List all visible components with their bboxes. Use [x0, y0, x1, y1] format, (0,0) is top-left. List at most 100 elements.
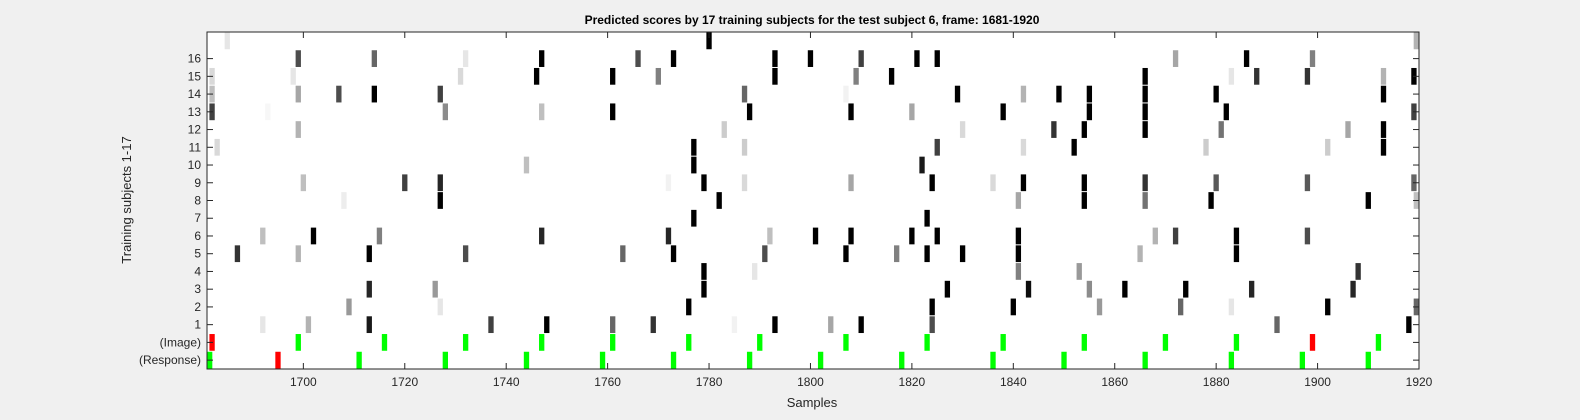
heatmap-cell: [1325, 138, 1331, 156]
heatmap-cell: [1228, 298, 1235, 316]
heatmap-cell: [1274, 316, 1280, 334]
heatmap-cell: [402, 174, 408, 192]
heatmap-cell: [691, 138, 697, 156]
heatmap-cell: [1380, 67, 1387, 85]
heatmap-cell: [371, 85, 377, 103]
heatmap-cell: [1142, 351, 1148, 369]
heatmap-cell: [1365, 351, 1371, 369]
heatmap-cell: [665, 174, 672, 192]
x-tick-label: 1840: [1000, 375, 1027, 389]
heatmap-cell: [929, 298, 935, 316]
heatmap-cell: [858, 316, 864, 334]
heatmap-cell: [610, 67, 616, 85]
heatmap-cell: [1015, 263, 1022, 280]
heatmap-cell: [1375, 334, 1382, 351]
x-tick-label: 1800: [797, 375, 824, 389]
heatmap-cell: [610, 103, 616, 121]
heatmap-cell: [1218, 121, 1224, 138]
heatmap-cell: [1345, 121, 1351, 138]
heatmap-cell: [1020, 85, 1027, 103]
heatmap-cell: [686, 298, 692, 316]
x-tick-label: 1820: [899, 375, 926, 389]
heatmap-cell: [1304, 174, 1311, 192]
heatmap-cell: [295, 121, 301, 138]
heatmap-cell: [934, 227, 940, 245]
heatmap-cell: [899, 351, 905, 369]
heatmap-cell: [523, 156, 530, 174]
plot-area: [207, 32, 1419, 369]
heatmap-cell: [701, 174, 707, 192]
heatmap-cell: [290, 67, 296, 85]
heatmap-cell: [1309, 334, 1316, 351]
heatmap-cell: [1152, 227, 1158, 245]
y-tick-label: 7: [194, 211, 201, 225]
heatmap-cell: [371, 50, 377, 67]
heatmap-cell: [437, 85, 443, 103]
heatmap-cell: [1233, 245, 1240, 263]
heatmap-cell: [1380, 138, 1387, 156]
heatmap-cell: [462, 245, 469, 263]
y-tick-label: 11: [189, 140, 202, 154]
y-tick-label: (Response): [139, 353, 201, 367]
heatmap-cell: [1076, 263, 1082, 280]
heatmap-cell: [757, 334, 763, 351]
heatmap-cell: [1380, 121, 1387, 138]
heatmap-cell: [934, 138, 940, 156]
heatmap-cell: [919, 156, 925, 174]
heatmap-cell: [260, 316, 266, 334]
y-tick-label: 9: [194, 176, 201, 190]
heatmap-cell: [539, 50, 545, 67]
heatmap-cell: [848, 174, 854, 192]
heatmap-cell: [1015, 227, 1022, 245]
heatmap-cell: [1086, 103, 1093, 121]
heatmap-cell: [828, 316, 834, 334]
heatmap-cell: [356, 351, 362, 369]
heatmap-cell: [1142, 121, 1148, 138]
y-tick-label: 12: [188, 123, 202, 137]
heatmap-cell: [665, 227, 672, 245]
heatmap-cell: [959, 245, 966, 263]
heatmap-cell: [670, 50, 677, 67]
heatmap-cell: [807, 50, 814, 67]
heatmap-cell: [620, 245, 626, 263]
heatmap-cell: [214, 138, 220, 156]
heatmap-cell: [1355, 263, 1361, 280]
heatmap-cell: [366, 316, 372, 334]
heatmap-cell: [295, 85, 301, 103]
heatmap-cell: [1233, 334, 1240, 351]
heatmap-cell: [1020, 138, 1027, 156]
heatmap-cell: [894, 245, 900, 263]
heatmap-cell: [929, 174, 935, 192]
heatmap-cell: [1086, 85, 1093, 103]
heatmap-cell: [990, 174, 996, 192]
heatmap-cell: [1142, 103, 1148, 121]
y-tick-label: 14: [188, 87, 202, 101]
heatmap-cell: [721, 121, 727, 138]
heatmap-cell: [1172, 227, 1179, 245]
heatmap-cell: [752, 263, 758, 280]
x-tick-label: 1720: [391, 375, 418, 389]
heatmap-cell: [462, 50, 469, 67]
y-tick-label: 6: [194, 229, 201, 243]
heatmap-cell: [635, 50, 641, 67]
heatmap-cell: [295, 334, 301, 351]
y-tick-label: 5: [194, 247, 201, 261]
heatmap-cell: [1350, 280, 1356, 298]
heatmap-cell: [1020, 174, 1027, 192]
heatmap-cell: [305, 316, 312, 334]
heatmap-cell: [1015, 245, 1022, 263]
heatmap-cell: [437, 174, 443, 192]
heatmap-cell: [1254, 67, 1260, 85]
heatmap-cell: [1000, 103, 1006, 121]
heatmap-cell: [650, 316, 656, 334]
y-tick-label: 16: [188, 52, 202, 66]
y-tick-label: (Image): [160, 335, 201, 349]
heatmap-cell: [437, 298, 443, 316]
heatmap-cell: [888, 67, 895, 85]
heatmap-cell: [442, 103, 448, 121]
heatmap-cell: [1304, 67, 1311, 85]
heatmap-cell: [767, 227, 773, 245]
x-tick-label: 1740: [493, 375, 520, 389]
heatmap-cell: [533, 67, 540, 85]
